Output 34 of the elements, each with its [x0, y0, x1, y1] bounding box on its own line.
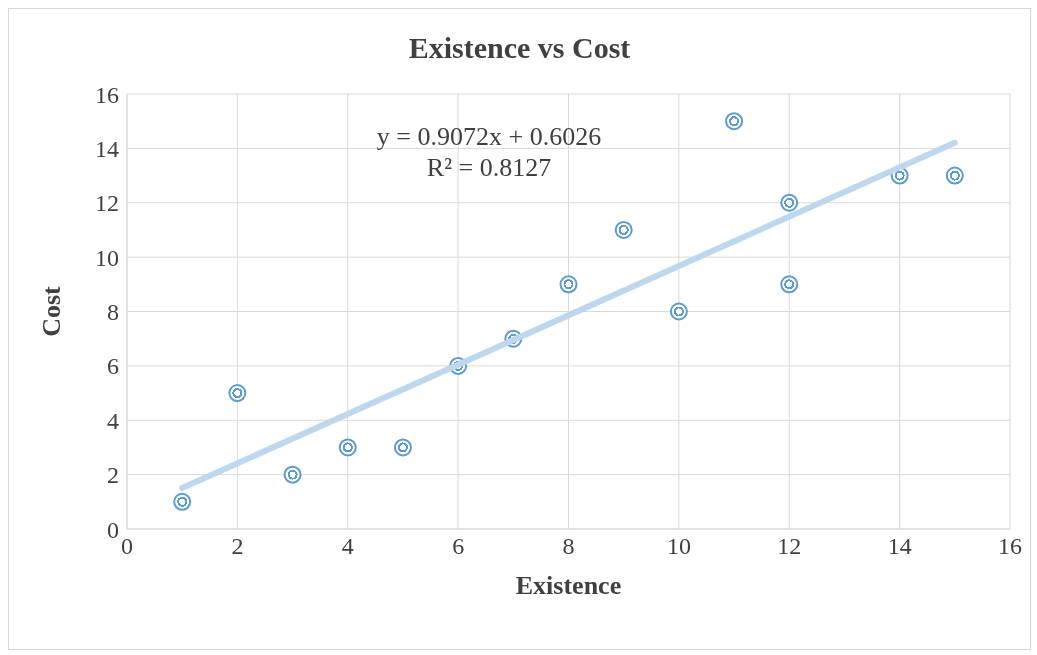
y-tick-label: 4 — [107, 407, 119, 434]
point — [669, 302, 688, 321]
point — [614, 220, 633, 239]
annotation: y = 0.9072x + 0.6026 — [375, 121, 603, 152]
point — [725, 112, 744, 131]
point — [559, 275, 578, 294]
x-tick-label: 10 — [666, 533, 691, 560]
y-tick-label: 8 — [107, 299, 119, 326]
x-tick-label: 8 — [562, 533, 575, 560]
x-tick-label: 14 — [887, 533, 912, 560]
point — [945, 166, 964, 185]
y-tick-label: 10 — [95, 244, 119, 271]
chart-title: Existence vs Cost — [407, 31, 632, 65]
y-axis-title: Cost — [37, 285, 67, 337]
y-tick-label: 0 — [107, 516, 119, 543]
y-tick-label: 6 — [107, 353, 119, 380]
y-tick-label: 12 — [95, 190, 119, 217]
point — [338, 438, 357, 457]
y-tick-label: 14 — [95, 135, 119, 162]
y-tick-label: 2 — [107, 462, 119, 489]
x-tick-label: 4 — [341, 533, 354, 560]
x-tick-label: 6 — [452, 533, 465, 560]
x-axis-title: Existence — [515, 571, 622, 600]
annotation: R² = 0.8127 — [425, 152, 553, 183]
y-tick-label: 16 — [95, 81, 119, 108]
x-tick-label: 16 — [998, 533, 1022, 560]
x-tick-label: 2 — [231, 533, 244, 560]
x-tick-label: 12 — [777, 533, 802, 560]
point — [228, 384, 247, 403]
point — [780, 275, 799, 294]
point — [173, 492, 192, 511]
point — [393, 438, 412, 457]
point — [283, 465, 302, 484]
point — [780, 193, 799, 212]
